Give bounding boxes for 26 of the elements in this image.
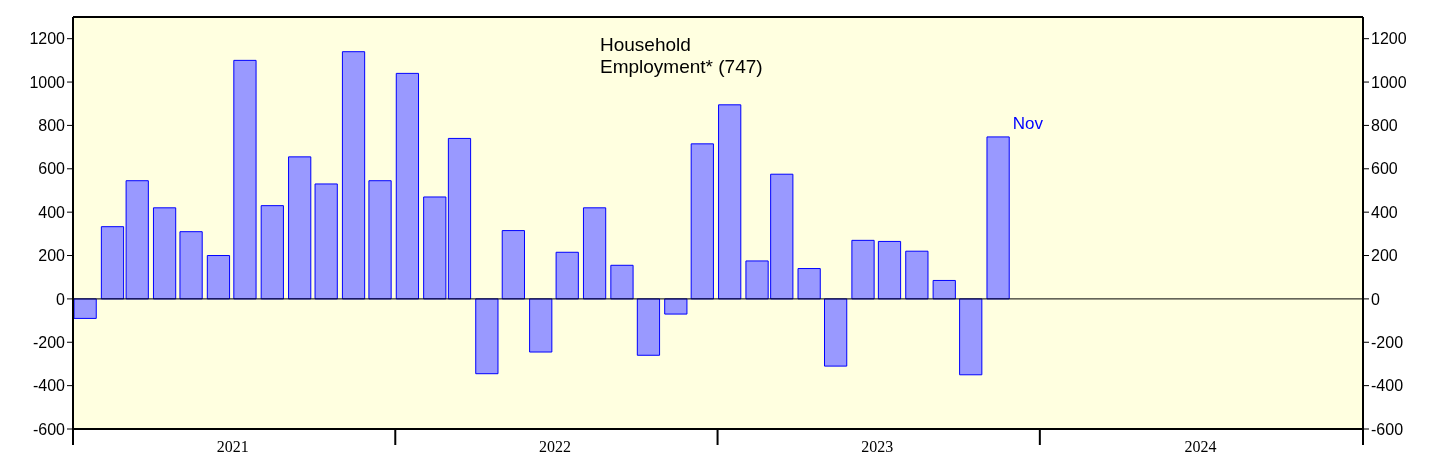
- y2-tick-label: 400: [1371, 203, 1398, 221]
- y2-tick-label: 200: [1371, 247, 1398, 265]
- y2-tick-label: 800: [1371, 117, 1398, 135]
- y-tick-label: -400: [32, 377, 66, 395]
- y-tick-label: 600: [38, 160, 66, 178]
- text: Household Employment* (747): [600, 34, 764, 78]
- y2-tick-label: 1200: [1371, 30, 1407, 48]
- y2-tick-label: -400: [1371, 377, 1404, 395]
- y-tick-label: 200: [38, 247, 66, 265]
- y-tick-label: 400: [38, 203, 66, 221]
- y2-tick-label: -200: [1371, 333, 1404, 351]
- y2-tick-label: 1000: [1371, 73, 1407, 91]
- y-tick-label: 0: [56, 290, 66, 308]
- x-tick-label: 2022: [539, 438, 572, 456]
- x-tick-label: 2024: [1184, 438, 1217, 456]
- x-tick-label: 2021: [216, 438, 249, 456]
- y2-tick-label: 600: [1371, 160, 1398, 178]
- annotation: Nov: [1012, 113, 1044, 133]
- y-tick-label: 1200: [29, 30, 66, 48]
- x-tick-label: 2023: [861, 438, 894, 456]
- y-tick-label: 1000: [29, 73, 66, 91]
- y2-tick-label: -600: [1371, 420, 1404, 438]
- y-tick-label: -200: [32, 333, 66, 351]
- y-tick-label: 800: [38, 117, 66, 135]
- y2-tick-label: 0: [1371, 290, 1380, 308]
- y-tick-label: -600: [32, 420, 66, 438]
